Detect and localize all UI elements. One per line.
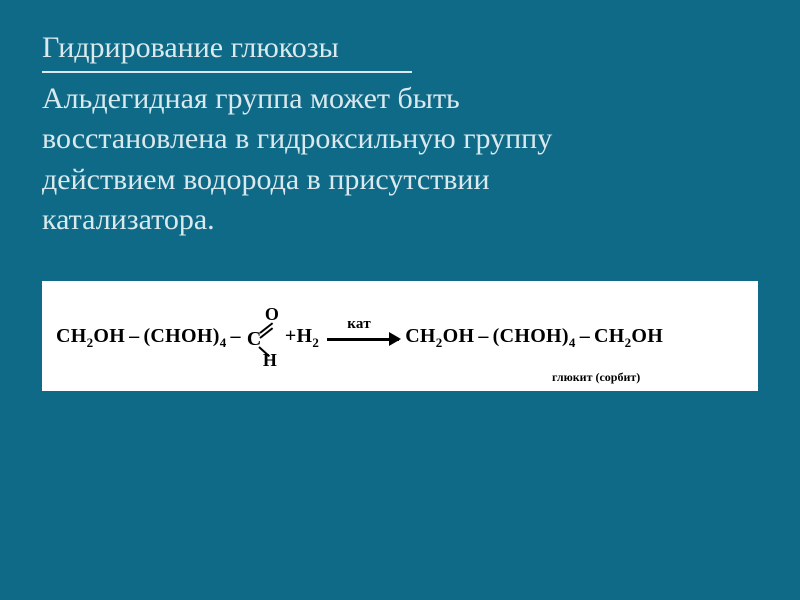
slide: Гидрирование глюкозы Альдегидная группа … — [0, 0, 800, 600]
equation-row: CH2OH–(CHOH)4– C O H +H2 кат CH2OH–(CHOH… — [56, 299, 744, 377]
body-line-2: восстановлена в гидроксильную группу — [42, 119, 758, 160]
arrow-head-icon — [389, 332, 401, 346]
reactant-left: CH2OH–(CHOH)4– — [56, 325, 245, 351]
title-underline — [42, 71, 412, 73]
body-line-4: катализатора. — [42, 200, 758, 241]
text-block: Гидрирование глюкозы Альдегидная группа … — [42, 28, 758, 241]
equation-panel: CH2OH–(CHOH)4– C O H +H2 кат CH2OH–(CHOH… — [42, 281, 758, 391]
slide-title: Гидрирование глюкозы — [42, 28, 758, 69]
body-line-3: действием водорода в присутствии — [42, 160, 758, 201]
reaction-arrow: кат — [327, 336, 399, 339]
body-line-1: Альдегидная группа может быть — [42, 79, 758, 120]
arrow-label: кат — [347, 316, 371, 333]
product: CH2OH–(CHOH)4–CH2OH — [405, 325, 663, 351]
aldehyde-group: C O H — [247, 310, 281, 366]
plus-h2: +H2 — [285, 325, 319, 351]
product-label: глюкит (сорбит) — [552, 370, 640, 385]
